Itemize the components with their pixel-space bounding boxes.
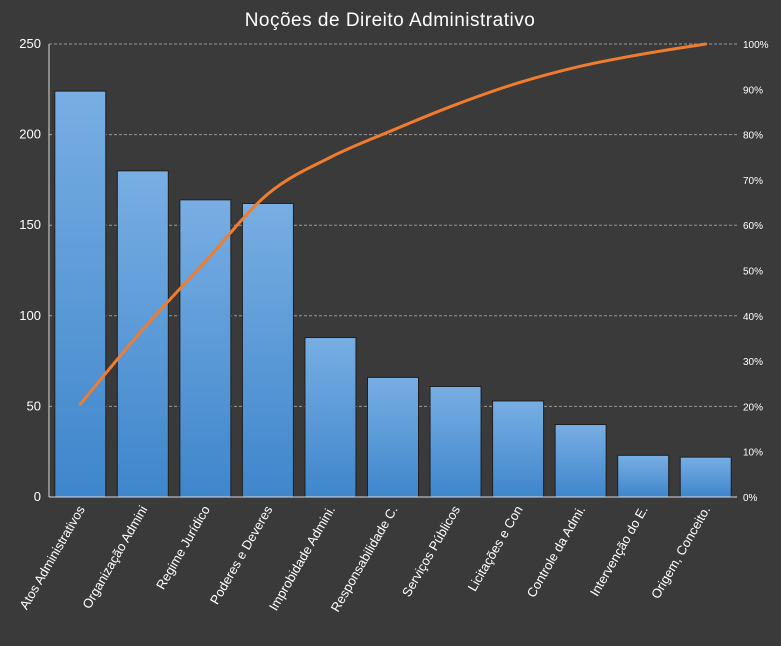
y-axis-ticks: 0 50 100 150 200 250 xyxy=(19,36,41,504)
y-tick-label: 100 xyxy=(19,308,41,323)
bars xyxy=(54,90,732,498)
cumulative-line xyxy=(78,42,708,406)
bar xyxy=(304,337,357,498)
y-tick-label: 250 xyxy=(19,36,41,51)
bar xyxy=(54,90,107,498)
x-tick-label: Improbidade Admini. xyxy=(266,503,338,613)
y2-tick-label: 30% xyxy=(743,357,763,368)
y2-tick-label: 70% xyxy=(743,176,763,187)
y2-tick-label: 90% xyxy=(743,85,763,96)
x-tick-label: Serviços Públicos xyxy=(399,503,464,600)
x-tick-label: Poderes e Deveres xyxy=(207,503,276,607)
y-tick-label: 0 xyxy=(34,489,41,504)
y2-tick-label: 0% xyxy=(743,493,758,504)
bar xyxy=(679,456,732,498)
x-tick-label: Intervenção do E. xyxy=(587,503,651,599)
cumulative-line-group xyxy=(78,42,708,406)
y-tick-label: 200 xyxy=(19,127,41,142)
y2-axis-ticks: 0% 10% 20% 30% 40% 50% 60% 70% 80% 90% 100% xyxy=(743,40,769,504)
bar xyxy=(429,385,482,498)
bar xyxy=(367,376,419,498)
x-tick-label: Organização Admini xyxy=(79,503,150,611)
y2-tick-label: 60% xyxy=(743,221,763,232)
bar xyxy=(554,424,607,498)
axes xyxy=(48,44,737,498)
x-tick-label: Licitações e Con xyxy=(465,503,526,594)
x-tick-label: Regime Jurídico xyxy=(153,503,213,592)
y2-tick-label: 10% xyxy=(743,448,763,459)
bar xyxy=(179,199,232,498)
x-tick-label: Responsabilidade C. xyxy=(328,503,401,614)
y2-tick-label: 20% xyxy=(743,402,763,413)
y2-tick-label: 50% xyxy=(743,267,763,278)
y2-tick-label: 40% xyxy=(743,312,763,323)
y2-tick-label: 80% xyxy=(743,131,763,142)
y2-tick-label: 100% xyxy=(743,40,769,51)
bar xyxy=(116,170,169,498)
x-tick-label: Controle da Admi. xyxy=(524,503,589,600)
bar xyxy=(241,202,294,498)
x-tick-label: Atos Administrativos xyxy=(16,503,88,612)
y-tick-label: 50 xyxy=(27,398,41,413)
chart-title: Noções de Direito Administrativo xyxy=(245,10,536,31)
x-tick-label: Origem, Conceito. xyxy=(648,503,713,601)
bar xyxy=(492,400,545,498)
bar xyxy=(617,454,670,498)
y-tick-label: 150 xyxy=(19,217,41,232)
